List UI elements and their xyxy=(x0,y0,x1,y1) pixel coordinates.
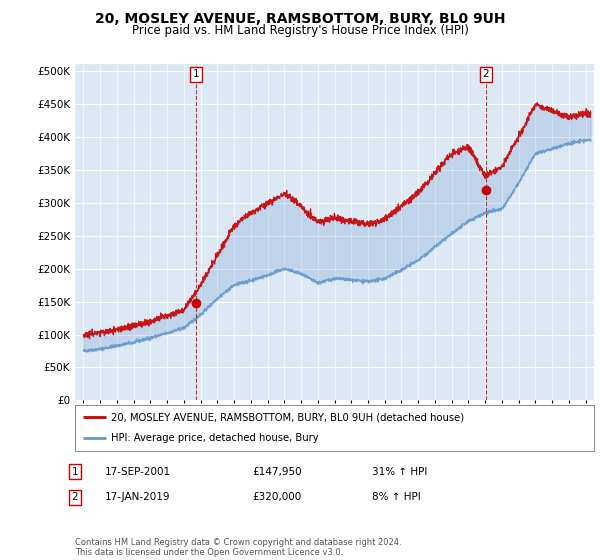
Text: 20, MOSLEY AVENUE, RAMSBOTTOM, BURY, BL0 9UH (detached house): 20, MOSLEY AVENUE, RAMSBOTTOM, BURY, BL0… xyxy=(112,412,464,422)
Text: 1: 1 xyxy=(193,69,199,80)
Text: 20, MOSLEY AVENUE, RAMSBOTTOM, BURY, BL0 9UH: 20, MOSLEY AVENUE, RAMSBOTTOM, BURY, BL0… xyxy=(95,12,505,26)
Text: 17-SEP-2001: 17-SEP-2001 xyxy=(105,466,171,477)
Text: £147,950: £147,950 xyxy=(252,466,302,477)
Text: 2: 2 xyxy=(71,492,79,502)
Text: £320,000: £320,000 xyxy=(252,492,301,502)
Text: 8% ↑ HPI: 8% ↑ HPI xyxy=(372,492,421,502)
Text: Price paid vs. HM Land Registry's House Price Index (HPI): Price paid vs. HM Land Registry's House … xyxy=(131,24,469,37)
Text: 1: 1 xyxy=(71,466,79,477)
Text: 2: 2 xyxy=(483,69,490,80)
Text: Contains HM Land Registry data © Crown copyright and database right 2024.
This d: Contains HM Land Registry data © Crown c… xyxy=(75,538,401,557)
Text: HPI: Average price, detached house, Bury: HPI: Average price, detached house, Bury xyxy=(112,433,319,444)
Text: 17-JAN-2019: 17-JAN-2019 xyxy=(105,492,170,502)
Text: 31% ↑ HPI: 31% ↑ HPI xyxy=(372,466,427,477)
